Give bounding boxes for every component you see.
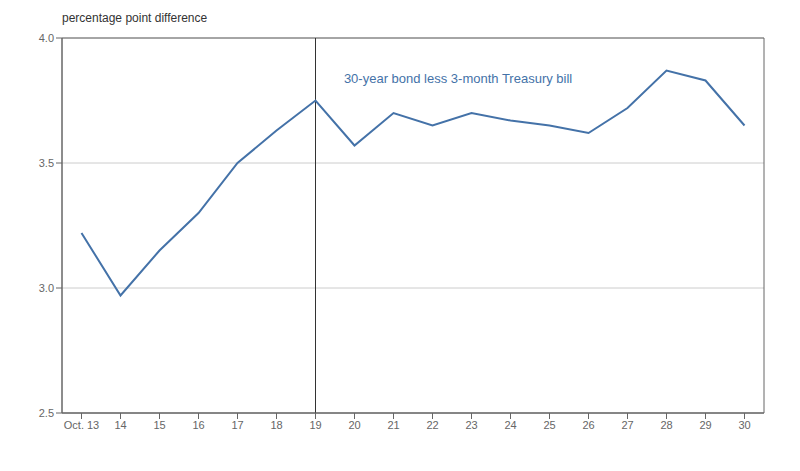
svg-text:30: 30 [738,419,750,431]
svg-text:20: 20 [348,419,360,431]
svg-text:14: 14 [114,419,126,431]
svg-text:26: 26 [582,419,594,431]
svg-text:22: 22 [426,419,438,431]
svg-text:23: 23 [465,419,477,431]
html-text:percentage point difference: percentage point difference [62,11,208,25]
svg-text:16: 16 [192,419,204,431]
svg-text:25: 25 [543,419,555,431]
svg-text:19: 19 [309,419,321,431]
svg-text:3.0: 3.0 [39,282,54,294]
svg-text:29: 29 [699,419,711,431]
svg-text:30-year bond less 3-month Trea: 30-year bond less 3-month Treasury bill [344,71,572,86]
svg-text:24: 24 [504,419,516,431]
svg-text:18: 18 [270,419,282,431]
svg-text:28: 28 [660,419,672,431]
svg-text:17: 17 [231,419,243,431]
svg-text:2.5: 2.5 [39,407,54,419]
svg-text:21: 21 [387,419,399,431]
svg-text:4.0: 4.0 [39,32,54,44]
svg-text:Oct. 13: Oct. 13 [64,419,99,431]
svg-text:15: 15 [153,419,165,431]
svg-text:27: 27 [621,419,633,431]
svg-text:3.5: 3.5 [39,157,54,169]
